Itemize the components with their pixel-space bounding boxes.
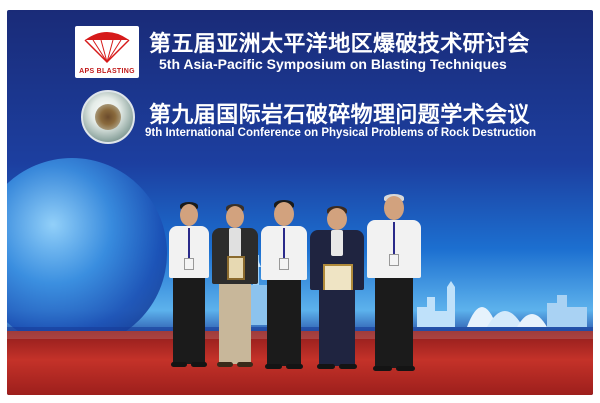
city-skyline <box>417 281 587 327</box>
conference-photo: APS BLASTING 第五届亚洲太平洋地区爆破技术研讨会 5th Asia-… <box>7 10 593 395</box>
globe-graphic <box>7 158 167 348</box>
person-3 <box>259 200 309 372</box>
conference-seal-logo <box>81 90 135 144</box>
award-plaque <box>227 256 245 280</box>
seal-center <box>95 104 121 130</box>
aps-logo-text: APS BLASTING <box>79 68 135 75</box>
certificate <box>323 264 353 292</box>
title-english-symposium: 5th Asia-Pacific Symposium on Blasting T… <box>159 56 507 72</box>
person-2 <box>211 204 259 370</box>
title-english-conference: 9th International Conference on Physical… <box>145 127 537 139</box>
person-4 <box>309 206 365 372</box>
parachute-icon <box>84 32 130 64</box>
title-chinese-symposium: 第五届亚洲太平洋地区爆破技术研讨会 <box>149 32 530 57</box>
person-5 <box>365 194 423 374</box>
aps-blasting-logo: APS BLASTING <box>75 26 139 78</box>
title-chinese-conference: 第九届国际岩石破碎物理问题学术会议 <box>149 103 530 128</box>
person-1 <box>167 202 211 370</box>
